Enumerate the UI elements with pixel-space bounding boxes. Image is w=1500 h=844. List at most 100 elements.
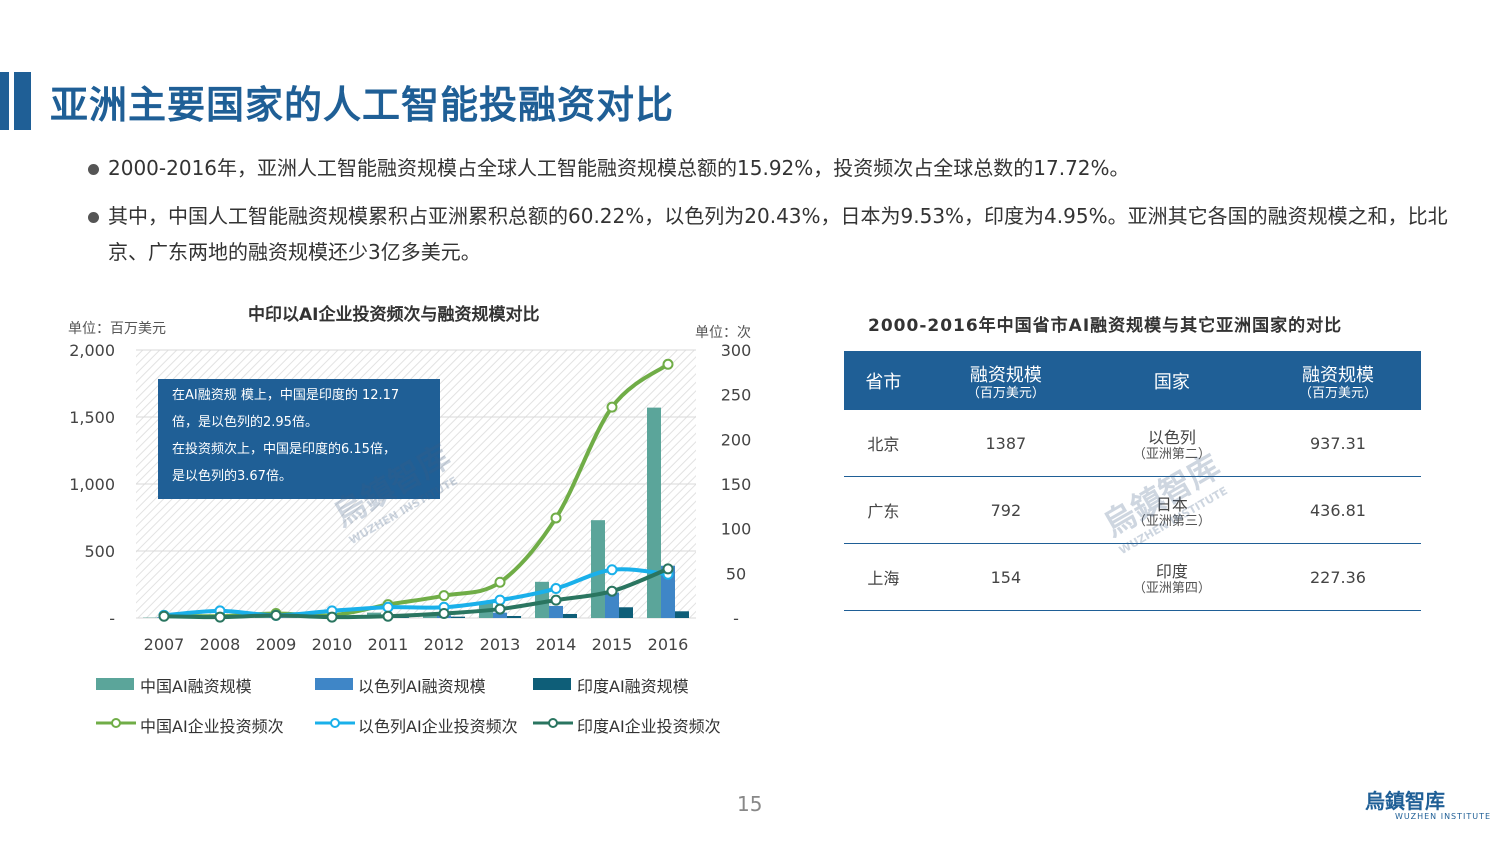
legend-swatch-israel-freq: [315, 718, 355, 728]
line-point: [662, 358, 674, 370]
line-point: [606, 401, 618, 413]
table-header-row: 省市 融资规模 （百万美元） 国家 融资规模 （百万美元）: [844, 351, 1421, 410]
line-point: [438, 608, 450, 620]
comparison-table: 省市 融资规模 （百万美元） 国家 融资规模 （百万美元） 北京 1387 以色列（…: [844, 351, 1421, 611]
legend-label: 印度AI企业投资频次: [577, 717, 721, 736]
bullet-1: 2000-2016年，亚洲人工智能融资规模占全球人工智能融资规模总额的15.92…: [88, 150, 1448, 186]
x-tick-label: 2016: [648, 635, 689, 654]
chart-title: 中印以AI企业投资频次与融资规模对比: [248, 305, 540, 325]
cell-country: 以色列 （亚洲第二）: [1088, 410, 1255, 477]
x-tick-label: 2011: [368, 635, 409, 654]
line-point: [326, 611, 338, 623]
right-tick-label: 250: [721, 386, 752, 405]
page-title: 亚洲主要国家的人工智能投融资对比: [50, 83, 675, 127]
bullet-text: 其中，中国人工智能融资规模累积占亚洲累积总额的60.22%，以色列为20.43%…: [108, 204, 1448, 264]
bar: [451, 616, 465, 618]
left-tick-label: -: [109, 609, 115, 628]
bullet-dot: [88, 212, 99, 223]
legend-swatch-china-freq: [96, 718, 136, 728]
bar: [619, 607, 633, 618]
bar: [647, 407, 661, 618]
series-line: [163, 567, 669, 620]
x-tick-label: 2012: [424, 635, 465, 654]
header-country-amount: 融资规模 （百万美元）: [1254, 351, 1421, 410]
right-tick-label: 150: [721, 475, 752, 494]
legend-label: 以色列AI融资规模: [358, 677, 486, 696]
right-axis-unit: 单位：次: [695, 325, 751, 341]
legend-label: 以色列AI企业投资频次: [358, 717, 518, 736]
left-tick-label: 1,000: [69, 475, 115, 494]
legend-label: 印度AI融资规模: [577, 677, 689, 696]
line-point: [214, 611, 226, 623]
x-tick-label: 2010: [312, 635, 353, 654]
title-accent-block: [14, 72, 31, 130]
x-tick-label: 2009: [256, 635, 297, 654]
bar: [549, 605, 563, 618]
title-accent-bar: [0, 72, 9, 130]
line-point: [438, 590, 450, 602]
line-point: [550, 583, 562, 595]
line-point: [606, 585, 618, 597]
line-point: [550, 512, 562, 524]
cell-country-amount: 227.36: [1254, 543, 1421, 611]
x-tick-label: 2015: [592, 635, 633, 654]
legend-swatch-india-funding: [533, 678, 571, 690]
bar: [591, 520, 605, 618]
footer-logo-subtitle: WUZHEN INSTITUTE: [1395, 812, 1492, 821]
cell-province: 北京: [844, 410, 923, 477]
cell-province: 广东: [844, 476, 923, 544]
table-row: 北京 1387 以色列 （亚洲第二） 937.31: [844, 410, 1421, 477]
cell-country-amount: 436.81: [1254, 476, 1421, 544]
line-point: [494, 576, 506, 588]
annotation-line: 在AI融资规 模上，中国是印度的 12.17: [172, 388, 400, 403]
cell-amount: 792: [922, 476, 1089, 544]
cell-province: 上海: [844, 543, 923, 611]
annotation-line: 倍，是以色列的2.95倍。: [172, 415, 318, 430]
cell-country: 日本 （亚洲第三）: [1088, 476, 1255, 544]
legend-swatch-india-freq: [533, 718, 573, 728]
header-country: 国家: [1088, 351, 1255, 410]
bullet-dot: [88, 164, 99, 175]
bar: [605, 592, 619, 618]
bar: [507, 615, 521, 618]
legend-label: 中国AI企业投资频次: [140, 717, 284, 736]
line-point: [382, 610, 394, 622]
annotation-line: 在投资频次上，中国是印度的6.15倍，: [172, 442, 396, 457]
header-province: 省市: [844, 351, 923, 410]
annotation-line: 是以色列的3.67倍。: [172, 469, 292, 484]
footer-logo: 烏鎮智库: [1365, 789, 1445, 813]
cell-amount: 154: [922, 543, 1089, 611]
bar: [675, 611, 689, 618]
x-tick-label: 2007: [144, 635, 185, 654]
bar: [563, 613, 577, 618]
bar: [661, 565, 675, 618]
right-tick-label: -: [733, 609, 739, 628]
cell-country-amount: 937.31: [1254, 410, 1421, 477]
line-point: [494, 603, 506, 615]
bullet-text: 2000-2016年，亚洲人工智能融资规模占全球人工智能融资规模总额的15.92…: [108, 156, 1130, 180]
line-point: [382, 601, 394, 613]
left-tick-label: 500: [84, 542, 115, 561]
right-tick-label: 100: [721, 520, 752, 539]
header-amount: 融资规模 （百万美元）: [922, 351, 1089, 410]
bullet-2: 其中，中国人工智能融资规模累积占亚洲累积总额的60.22%，以色列为20.43%…: [88, 198, 1448, 270]
left-tick-label: 1,500: [69, 408, 115, 427]
right-tick-label: 50: [726, 564, 746, 583]
legend-label: 中国AI融资规模: [140, 677, 252, 696]
x-tick-label: 2013: [480, 635, 521, 654]
line-point: [494, 594, 506, 606]
legend-swatch-china-funding: [96, 678, 134, 690]
right-tick-label: 300: [721, 341, 752, 360]
right-tick-label: 200: [721, 430, 752, 449]
left-tick-label: 2,000: [69, 341, 115, 360]
line-point: [550, 594, 562, 606]
bar: [493, 612, 507, 618]
line-point: [158, 610, 170, 622]
table-title: 2000-2016年中国省市AI融资规模与其它亚洲国家的对比: [868, 316, 1343, 336]
left-axis-unit: 单位：百万美元: [68, 321, 166, 337]
chart-annotation-box: 在AI融资规 模上，中国是印度的 12.17 倍，是以色列的2.95倍。 在投资…: [158, 379, 440, 499]
line-point: [662, 563, 674, 575]
cell-amount: 1387: [922, 410, 1089, 477]
table-row: 广东 792 日本 （亚洲第三） 436.81: [844, 476, 1421, 544]
table-row: 上海 154 印度 （亚洲第四） 227.36: [844, 543, 1421, 611]
